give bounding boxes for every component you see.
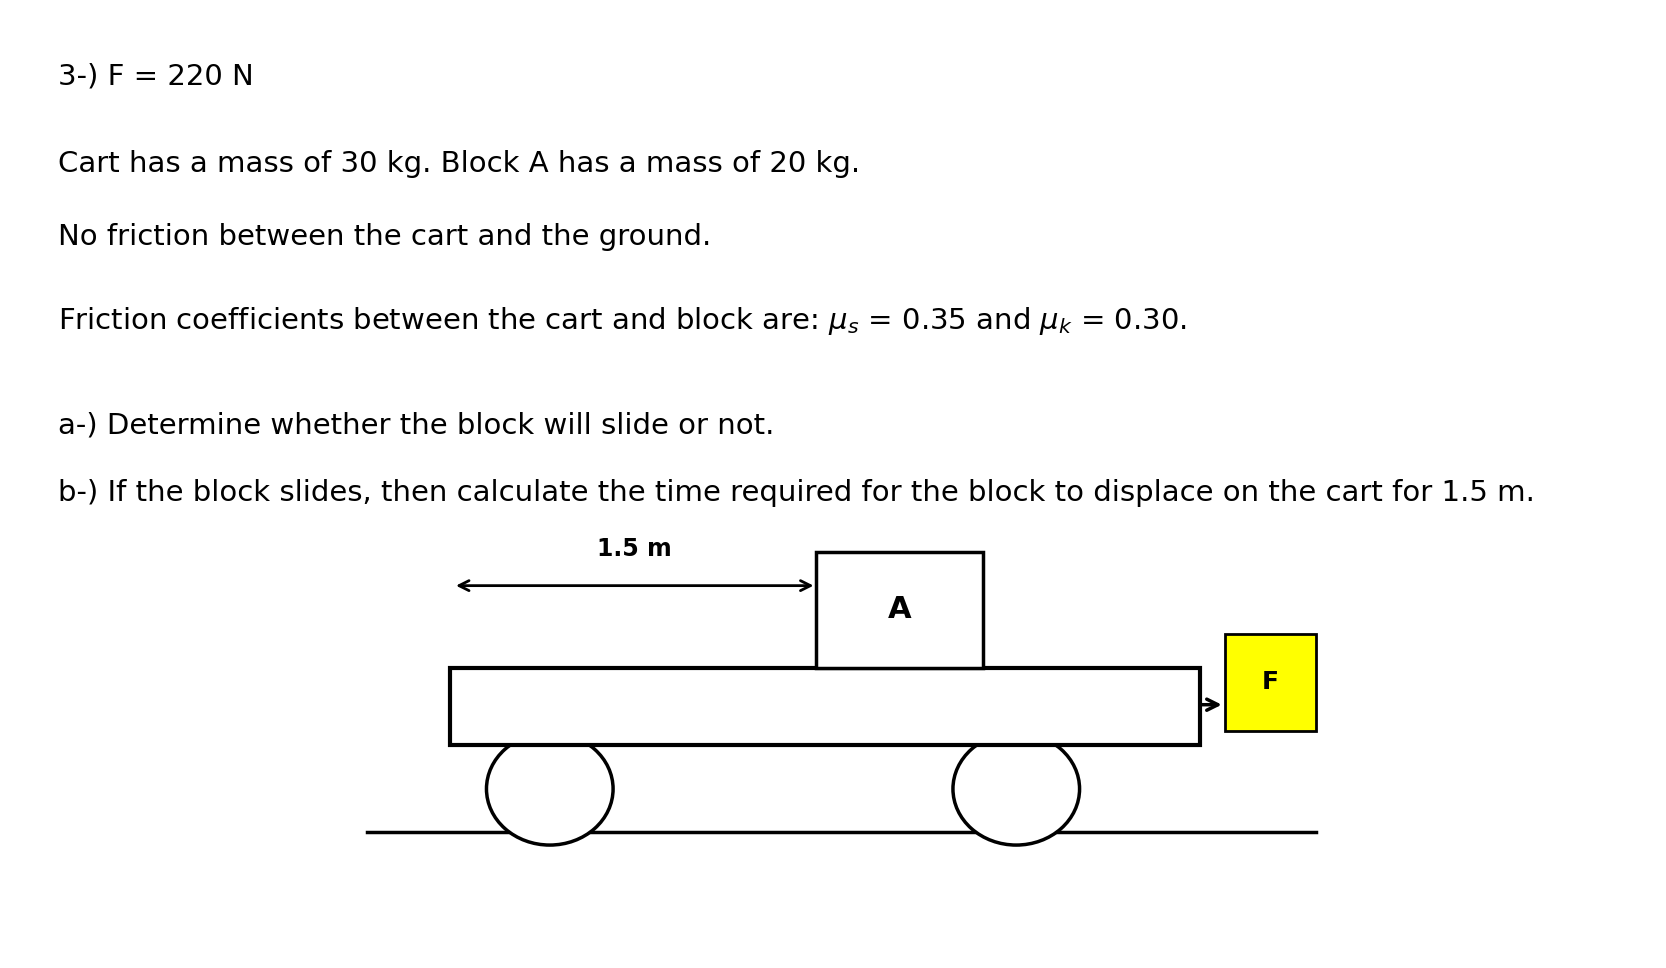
Text: 3-) F = 220 N: 3-) F = 220 N [58, 63, 253, 91]
Bar [1225, 634, 1316, 731]
Bar [450, 668, 1200, 745]
Ellipse shape [953, 733, 1080, 845]
Text: F: F [1261, 671, 1279, 694]
Text: a-) Determine whether the block will slide or not.: a-) Determine whether the block will sli… [58, 411, 775, 439]
Ellipse shape [486, 733, 613, 845]
Text: Cart has a mass of 30 kg. Block A has a mass of 20 kg.: Cart has a mass of 30 kg. Block A has a … [58, 150, 860, 178]
Text: Friction coefficients between the cart and block are: $\mu_s$ = 0.35 and $\mu_k$: Friction coefficients between the cart a… [58, 305, 1188, 337]
Text: A: A [888, 595, 911, 624]
Text: b-) If the block slides, then calculate the time required for the block to displ: b-) If the block slides, then calculate … [58, 479, 1534, 507]
Bar [816, 552, 983, 668]
Text: 1.5 m: 1.5 m [598, 537, 671, 561]
Text: No friction between the cart and the ground.: No friction between the cart and the gro… [58, 223, 711, 251]
